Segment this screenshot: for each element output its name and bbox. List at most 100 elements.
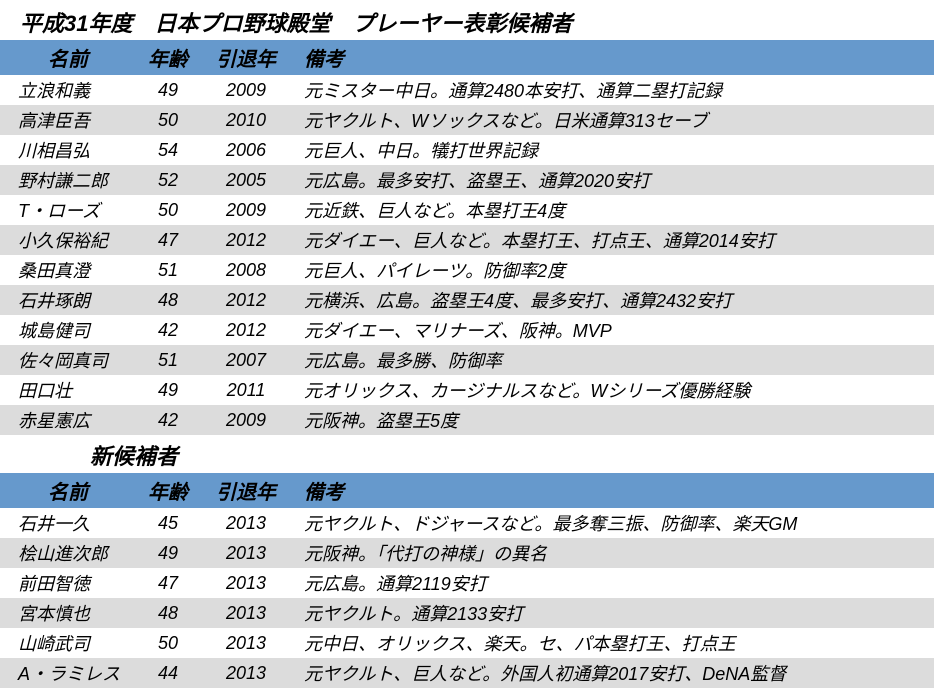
- table-row: 宮本慎也482013元ヤクルト。通算2133安打: [0, 598, 934, 628]
- page-container: 平成31年度 日本プロ野球殿堂 プレーヤー表彰候補者 名前 年齢 引退年 備考 …: [0, 0, 934, 688]
- cell-year: 2013: [196, 628, 296, 658]
- cell-age: 47: [140, 225, 196, 255]
- table-row: 石井一久452013元ヤクルト、ドジャースなど。最多奪三振、防御率、楽天GM: [0, 508, 934, 538]
- new-candidates-table: 名前 年齢 引退年 備考 石井一久452013元ヤクルト、ドジャースなど。最多奪…: [0, 473, 934, 688]
- cell-year: 2005: [196, 165, 296, 195]
- cell-remarks: 元広島。通算2119安打: [296, 568, 934, 598]
- table-row: 桑田真澄512008元巨人、パイレーツ。防御率2度: [0, 255, 934, 285]
- col-header-age: 年齢: [140, 40, 196, 75]
- cell-name: 宮本慎也: [0, 598, 140, 628]
- cell-name: 佐々岡真司: [0, 345, 140, 375]
- cell-name: 川相昌弘: [0, 135, 140, 165]
- cell-remarks: 元巨人、中日。犠打世界記録: [296, 135, 934, 165]
- cell-name: A・ラミレス: [0, 658, 140, 688]
- cell-name: 赤星憲広: [0, 405, 140, 435]
- col-header-year: 引退年: [196, 40, 296, 75]
- cell-year: 2012: [196, 225, 296, 255]
- cell-name: 前田智徳: [0, 568, 140, 598]
- cell-age: 51: [140, 255, 196, 285]
- cell-remarks: 元阪神。盗塁王5度: [296, 405, 934, 435]
- cell-year: 2013: [196, 538, 296, 568]
- cell-age: 44: [140, 658, 196, 688]
- cell-remarks: 元中日、オリックス、楽天。セ、パ本塁打王、打点王: [296, 628, 934, 658]
- candidates-table: 名前 年齢 引退年 備考 立浪和義492009元ミスター中日。通算2480本安打…: [0, 40, 934, 435]
- cell-year: 2013: [196, 568, 296, 598]
- cell-age: 48: [140, 285, 196, 315]
- col-header-remarks: 備考: [296, 473, 934, 508]
- cell-remarks: 元巨人、パイレーツ。防御率2度: [296, 255, 934, 285]
- table-row: 高津臣吾502010元ヤクルト、Wソックスなど。日米通算313セーブ: [0, 105, 934, 135]
- table-row: A・ラミレス442013元ヤクルト、巨人など。外国人初通算2017安打、DeNA…: [0, 658, 934, 688]
- cell-year: 2012: [196, 285, 296, 315]
- cell-name: 高津臣吾: [0, 105, 140, 135]
- cell-age: 52: [140, 165, 196, 195]
- col-header-name: 名前: [0, 473, 140, 508]
- table-header-row: 名前 年齢 引退年 備考: [0, 40, 934, 75]
- col-header-remarks: 備考: [296, 40, 934, 75]
- cell-remarks: 元ヤクルト。通算2133安打: [296, 598, 934, 628]
- cell-year: 2009: [196, 75, 296, 105]
- cell-remarks: 元広島。最多勝、防御率: [296, 345, 934, 375]
- cell-age: 47: [140, 568, 196, 598]
- cell-name: 桑田真澄: [0, 255, 140, 285]
- table-row: 赤星憲広422009元阪神。盗塁王5度: [0, 405, 934, 435]
- cell-remarks: 元ダイエー、巨人など。本塁打王、打点王、通算2014安打: [296, 225, 934, 255]
- cell-year: 2013: [196, 508, 296, 538]
- cell-name: 城島健司: [0, 315, 140, 345]
- table-row: 城島健司422012元ダイエー、マリナーズ、阪神。MVP: [0, 315, 934, 345]
- cell-remarks: 元横浜、広島。盗塁王4度、最多安打、通算2432安打: [296, 285, 934, 315]
- table-header-row: 名前 年齢 引退年 備考: [0, 473, 934, 508]
- table-row: 川相昌弘542006元巨人、中日。犠打世界記録: [0, 135, 934, 165]
- cell-age: 42: [140, 405, 196, 435]
- cell-remarks: 元近鉄、巨人など。本塁打王4度: [296, 195, 934, 225]
- cell-name: 山崎武司: [0, 628, 140, 658]
- table-row: 石井琢朗482012元横浜、広島。盗塁王4度、最多安打、通算2432安打: [0, 285, 934, 315]
- new-candidates-subtitle: 新候補者: [0, 435, 934, 473]
- cell-age: 45: [140, 508, 196, 538]
- cell-year: 2013: [196, 658, 296, 688]
- cell-name: 桧山進次郎: [0, 538, 140, 568]
- cell-year: 2006: [196, 135, 296, 165]
- cell-remarks: 元ヤクルト、ドジャースなど。最多奪三振、防御率、楽天GM: [296, 508, 934, 538]
- cell-name: 石井一久: [0, 508, 140, 538]
- cell-age: 42: [140, 315, 196, 345]
- cell-year: 2009: [196, 195, 296, 225]
- table-row: 前田智徳472013元広島。通算2119安打: [0, 568, 934, 598]
- cell-year: 2012: [196, 315, 296, 345]
- cell-name: 小久保裕紀: [0, 225, 140, 255]
- main-title: 平成31年度 日本プロ野球殿堂 プレーヤー表彰候補者: [0, 0, 934, 40]
- table-row: 佐々岡真司512007元広島。最多勝、防御率: [0, 345, 934, 375]
- cell-name: 立浪和義: [0, 75, 140, 105]
- cell-age: 50: [140, 628, 196, 658]
- col-header-name: 名前: [0, 40, 140, 75]
- cell-age: 54: [140, 135, 196, 165]
- table-row: 野村謙二郎522005元広島。最多安打、盗塁王、通算2020安打: [0, 165, 934, 195]
- table-row: 山崎武司502013元中日、オリックス、楽天。セ、パ本塁打王、打点王: [0, 628, 934, 658]
- cell-remarks: 元広島。最多安打、盗塁王、通算2020安打: [296, 165, 934, 195]
- table-row: 田口壮492011元オリックス、カージナルスなど。Wシリーズ優勝経験: [0, 375, 934, 405]
- cell-year: 2008: [196, 255, 296, 285]
- cell-age: 51: [140, 345, 196, 375]
- cell-remarks: 元ヤクルト、Wソックスなど。日米通算313セーブ: [296, 105, 934, 135]
- cell-age: 49: [140, 375, 196, 405]
- table-row: T・ローズ502009元近鉄、巨人など。本塁打王4度: [0, 195, 934, 225]
- cell-year: 2009: [196, 405, 296, 435]
- cell-age: 48: [140, 598, 196, 628]
- cell-name: 野村謙二郎: [0, 165, 140, 195]
- cell-age: 50: [140, 105, 196, 135]
- cell-remarks: 元阪神。「代打の神様」の異名: [296, 538, 934, 568]
- cell-name: 田口壮: [0, 375, 140, 405]
- cell-remarks: 元ダイエー、マリナーズ、阪神。MVP: [296, 315, 934, 345]
- cell-year: 2010: [196, 105, 296, 135]
- cell-year: 2013: [196, 598, 296, 628]
- cell-age: 50: [140, 195, 196, 225]
- cell-age: 49: [140, 75, 196, 105]
- cell-year: 2007: [196, 345, 296, 375]
- col-header-year: 引退年: [196, 473, 296, 508]
- cell-age: 49: [140, 538, 196, 568]
- cell-remarks: 元オリックス、カージナルスなど。Wシリーズ優勝経験: [296, 375, 934, 405]
- cell-remarks: 元ミスター中日。通算2480本安打、通算二塁打記録: [296, 75, 934, 105]
- table-row: 桧山進次郎492013元阪神。「代打の神様」の異名: [0, 538, 934, 568]
- col-header-age: 年齢: [140, 473, 196, 508]
- table-row: 小久保裕紀472012元ダイエー、巨人など。本塁打王、打点王、通算2014安打: [0, 225, 934, 255]
